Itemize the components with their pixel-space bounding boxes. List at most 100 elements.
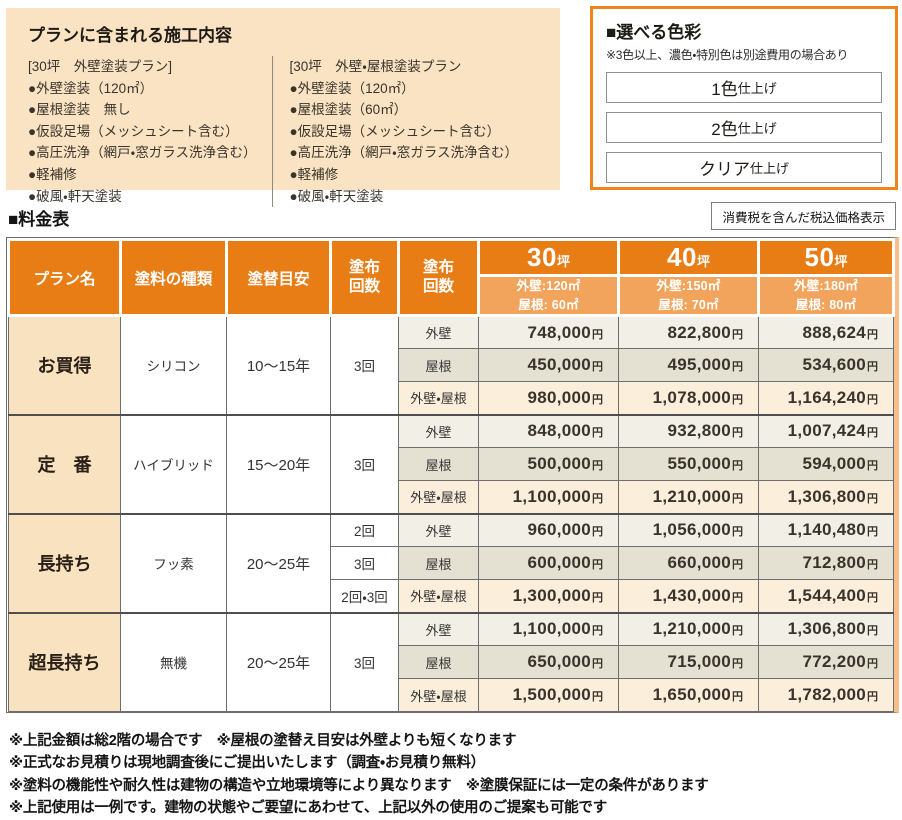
price-amount: 1,306,800 — [787, 619, 866, 639]
plan-name-cell: 定 番 — [8, 413, 121, 514]
price-amount: 534,600 — [802, 355, 866, 374]
price-cell: 1,650,000円 — [618, 678, 759, 712]
target-label-cell: 外壁 — [398, 314, 479, 349]
yen-unit: 円 — [867, 559, 878, 571]
price-cell: 888,624円 — [758, 314, 894, 349]
coats-cell: 3回 — [330, 314, 399, 415]
price-amount: 960,000 — [527, 520, 591, 540]
coats-cell: 3回 — [330, 546, 399, 580]
price-amount: 772,200 — [802, 652, 866, 671]
footnotes: ※上記金額は総2階の場合です ※屋根の塗替え目安は外壁よりも短くなります ※正式… — [9, 730, 898, 820]
price-cell: 772,200円 — [758, 645, 894, 679]
table-row: 2回・3回 外壁・屋根 1,300,000円 1,430,000円 1,544,… — [9, 579, 894, 613]
target-label-cell: 外壁 — [398, 413, 479, 448]
col-header-plan-name: プラン名 — [7, 238, 122, 317]
finish-option-suffix: 仕上げ — [737, 121, 777, 136]
price-cell: 650,000円 — [478, 645, 619, 679]
interval-cell: 10〜15年 — [226, 314, 331, 415]
price-amount: 550,000 — [667, 454, 731, 473]
finish-option-2color[interactable]: 2色 仕上げ — [606, 112, 882, 143]
price-amount: 1,306,800 — [787, 486, 866, 506]
color-choice-title: ■選べる色彩 — [606, 23, 702, 42]
list-item: ●外壁塗装（120㎡） — [289, 80, 415, 96]
price-amount: 594,000 — [802, 454, 866, 473]
price-amount: 748,000 — [527, 322, 591, 342]
price-cell: 1,306,800円 — [758, 611, 894, 646]
price-cell: 932,800円 — [618, 413, 759, 448]
color-choice-panel: ■選べる色彩 ※3色以上、濃色・特別色は別途費用の場合あり 1色 仕上げ 2色 仕上… — [590, 6, 898, 190]
col-header-40tsubo: 40坪 — [617, 238, 760, 277]
wall-area: 外壁:120㎡ — [516, 279, 581, 294]
col-header-line: 塗布 — [348, 258, 380, 276]
price-amount: 1,140,480 — [787, 520, 866, 540]
price-cell: 1,100,000円 — [478, 480, 619, 514]
table-row: 定 番 ハイブリッド 15〜20年 3回 外壁 848,000円 932,800… — [8, 413, 894, 514]
yen-unit: 円 — [592, 658, 603, 670]
yen-unit: 円 — [592, 591, 603, 604]
price-cell: 1,500,000円 — [478, 678, 619, 712]
included-plan-heading: [30坪 外壁塗装プラン] — [28, 59, 173, 74]
yen-unit: 円 — [867, 427, 878, 440]
price-amount: 650,000 — [527, 652, 591, 671]
roof-area: 屋根: 60㎡ — [518, 297, 579, 312]
table-row: お買得 シリコン 10〜15年 3回 外壁 748,000円 822,800円 … — [8, 314, 894, 415]
price-amount: 1,056,000 — [652, 520, 731, 540]
yen-unit: 円 — [732, 427, 743, 440]
col-header-30tsubo: 30坪 — [477, 238, 620, 277]
table-row: 外壁・屋根 1,500,000円 1,650,000円 1,782,000 円 — [9, 678, 894, 712]
yen-unit: 円 — [592, 361, 603, 373]
price-cell: 960,000円 — [478, 512, 619, 547]
price-amount: 1,210,000 — [652, 619, 731, 639]
price-amount: 1,782,000 — [787, 685, 866, 704]
price-amount: 500,000 — [527, 454, 591, 473]
table-row: 屋根 450,000円 495,000円 534,600円 — [9, 348, 894, 382]
wall-area: 外壁:150㎡ — [656, 279, 721, 294]
finish-option-clear[interactable]: クリア 仕上げ — [606, 152, 882, 183]
paint-type-cell: シリコン — [120, 314, 227, 415]
subheader-50tsubo-areas: 外壁:180㎡ 屋根: 80㎡ — [757, 274, 895, 317]
price-cell: 660,000円 — [618, 546, 759, 580]
list-item: ●高圧洗浄（網戸・窓ガラス洗浄含む） — [28, 145, 257, 161]
finish-option-1color[interactable]: 1色 仕上げ — [606, 72, 882, 103]
price-cell: 1,100,000円 — [478, 611, 619, 646]
price-cell: 848,000円 — [478, 413, 619, 448]
target-label-cell: 外壁・屋根 — [398, 480, 479, 514]
yen-unit: 円 — [732, 526, 743, 539]
target-label-cell: 外壁・屋根 — [398, 579, 479, 613]
included-work-panel: プランに含まれる施工内容 [30坪 外壁塗装プラン] ●外壁塗装（120㎡） ●… — [6, 8, 560, 208]
price-amount: 600,000 — [527, 553, 591, 572]
col-header-repaint-interval: 塗替目安 — [225, 238, 332, 317]
price-table-frame: プラン名 塗料の種類 塗替目安 塗布 回数 塗布 回数 30坪 — [6, 237, 899, 713]
price-amount: 980,000 — [527, 387, 591, 407]
yen-unit: 円 — [592, 427, 603, 440]
yen-unit: 円 — [732, 492, 743, 505]
yen-unit: 円 — [592, 691, 603, 703]
target-label-cell: 外壁・屋根 — [398, 678, 479, 712]
roof-area: 屋根: 80㎡ — [795, 297, 857, 312]
list-item: ●軽補修 — [28, 166, 77, 182]
table-row: 外壁・屋根 980,000円 1,078,000円 1,164,240円 — [9, 381, 894, 415]
price-cell: 1,056,000円 — [618, 512, 759, 547]
footnote-line: ※塗料の機能性や耐久性は建物の構造や立地環境等により異なります ※塗膜保証には一… — [9, 777, 709, 794]
target-label-cell: 外壁 — [398, 512, 479, 547]
target-label-cell: 外壁・屋根 — [398, 381, 479, 415]
price-amount: 450,000 — [527, 355, 591, 374]
price-cell: 1,007,424円 — [758, 413, 894, 448]
table-row: 超長持ち 無機 20〜25年 3回 外壁 1,100,000円 1,210,00… — [8, 611, 894, 712]
paint-type-cell: 無機 — [120, 611, 227, 712]
tsubo-unit: 坪 — [834, 254, 848, 269]
list-item: ●破風・軒天塗装 — [28, 188, 122, 204]
price-amount: 1,300,000 — [512, 585, 591, 605]
yen-unit: 円 — [592, 460, 603, 472]
interval-cell: 20〜25年 — [226, 512, 331, 613]
yen-unit: 円 — [732, 393, 743, 406]
yen-unit: 円 — [732, 361, 743, 373]
price-cell: 450,000円 — [478, 348, 619, 382]
table-row: 屋根 500,000円 550,000円 594,000円 — [9, 447, 894, 481]
price-cell: 1,164,240円 — [758, 381, 894, 415]
yen-unit: 円 — [592, 526, 603, 539]
table-row: 外壁・屋根 1,100,000円 1,210,000円 1,306,800円 — [9, 480, 894, 514]
price-cell: 748,000円 — [478, 314, 619, 349]
list-item: ●仮設足場（メッシュシート含む） — [28, 123, 239, 139]
price-cell: 980,000円 — [478, 381, 619, 415]
